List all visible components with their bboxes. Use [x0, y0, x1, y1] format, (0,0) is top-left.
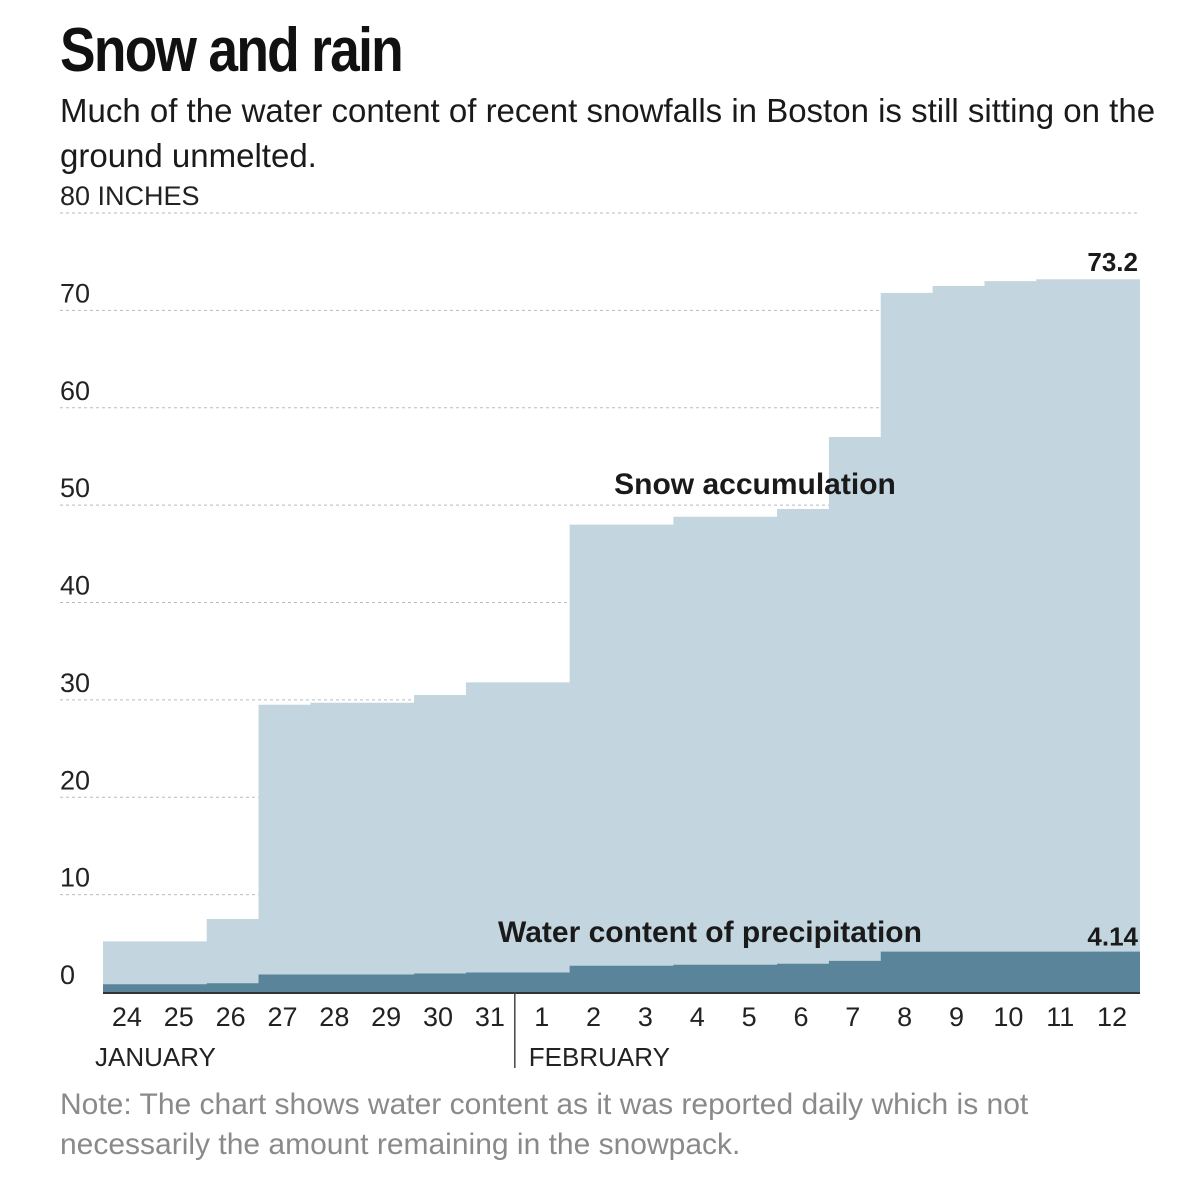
x-tick-label: 9 — [949, 1002, 964, 1032]
snow-end-value-label: 73.2 — [1087, 247, 1138, 277]
x-tick-label: 31 — [475, 1002, 505, 1032]
x-tick-label: 28 — [319, 1002, 349, 1032]
x-tick-label: 26 — [216, 1002, 246, 1032]
x-tick-label: 6 — [793, 1002, 808, 1032]
x-tick-label: 29 — [371, 1002, 401, 1032]
x-tick-label: 5 — [742, 1002, 757, 1032]
month-label-february: FEBRUARY — [529, 1042, 670, 1072]
x-tick-label: 2 — [586, 1002, 601, 1032]
y-tick-label: 20 — [60, 765, 90, 795]
x-tick-label: 10 — [993, 1002, 1023, 1032]
y-tick-label: 10 — [60, 863, 90, 893]
snow-accumulation-area — [103, 279, 1140, 993]
x-tick-label: 11 — [1046, 1002, 1074, 1032]
x-tick-label: 3 — [638, 1002, 653, 1032]
snow-series-label: Snow accumulation — [614, 468, 896, 501]
x-tick-label: 7 — [845, 1002, 860, 1032]
x-tick-label: 1 — [534, 1002, 549, 1032]
x-tick-label: 24 — [112, 1002, 142, 1032]
y-tick-label: 40 — [60, 571, 90, 601]
y-tick-label: 0 — [60, 960, 75, 990]
x-tick-label: 30 — [423, 1002, 453, 1032]
y-tick-label: 70 — [60, 278, 90, 308]
water-series-label: Water content of precipitation — [498, 916, 922, 949]
chart-title: Snow and rain — [60, 16, 404, 85]
x-tick-label: 8 — [897, 1002, 912, 1032]
y-tick-label: 60 — [60, 376, 90, 406]
x-tick-label: 27 — [267, 1002, 297, 1032]
x-tick-label: 12 — [1097, 1002, 1127, 1032]
x-tick-label: 4 — [690, 1002, 705, 1032]
chart-note: Note: The chart shows water content as i… — [60, 1088, 1029, 1161]
y-tick-label: 50 — [60, 473, 90, 503]
y-tick-label: 80 INCHES — [60, 181, 200, 211]
chart-subtitle: Much of the water content of recent snow… — [60, 92, 1156, 174]
water-content-area — [103, 951, 1140, 992]
month-label-january: JANUARY — [95, 1042, 216, 1072]
water-end-value-label: 4.14 — [1087, 922, 1138, 952]
x-tick-label: 25 — [164, 1002, 194, 1032]
y-tick-label: 30 — [60, 668, 90, 698]
